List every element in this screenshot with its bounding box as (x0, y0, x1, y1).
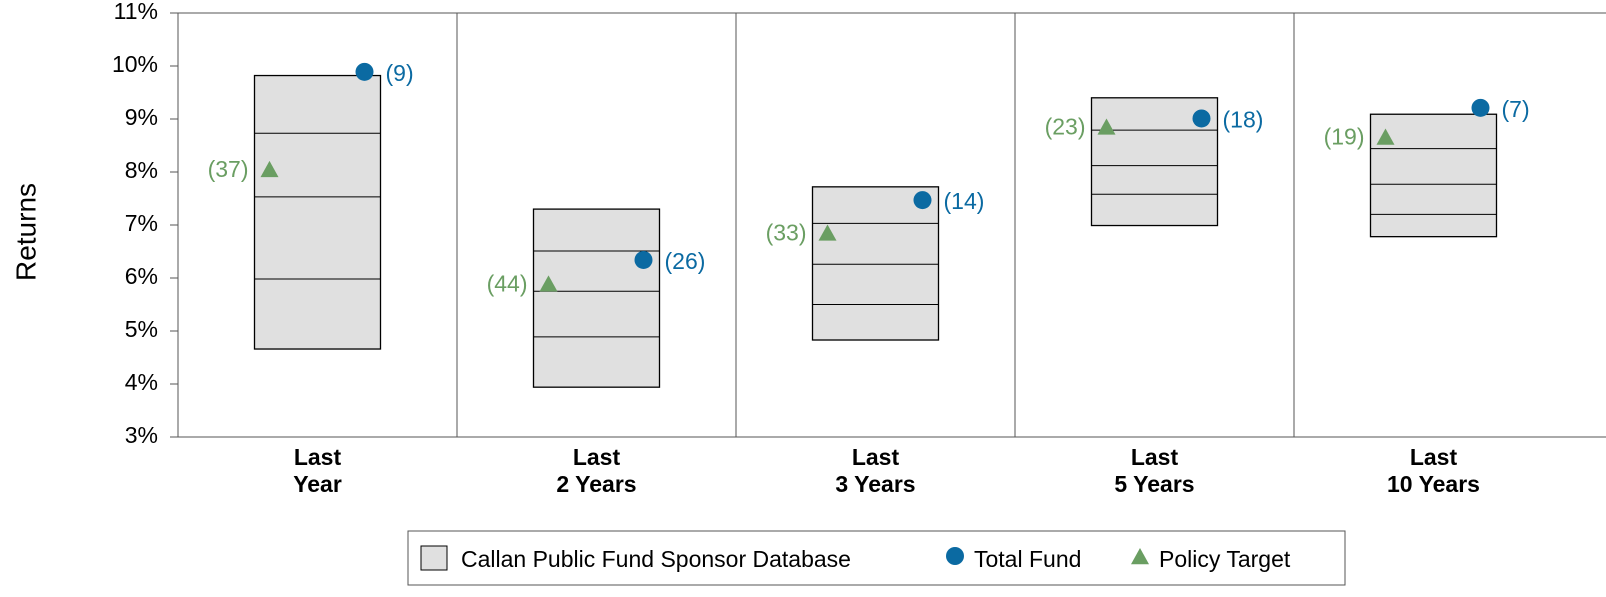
y-tick-label: 8% (125, 157, 158, 183)
box (811, 186, 940, 341)
total-fund-dot (913, 191, 932, 210)
total-fund-dot (355, 62, 374, 81)
y-tick-label: 4% (125, 369, 158, 395)
legend-triangle (1131, 548, 1149, 565)
total-fund-dot (1192, 109, 1211, 128)
y-tick-label: 3% (125, 422, 158, 448)
legend-label: Total Fund (974, 546, 1081, 572)
y-axis-label: Returns (10, 183, 41, 281)
x-tick-line: Last (573, 444, 621, 470)
policy-target-marker (260, 160, 279, 178)
value-label: (26) (665, 248, 706, 274)
value-label: (9) (386, 60, 414, 86)
value-label: (37) (208, 156, 249, 182)
x-tick-line: 3 Years (835, 471, 915, 497)
y-tick-label: 7% (125, 210, 158, 236)
x-tick-line: Last (852, 444, 900, 470)
x-tick-label: Last 2 Years (556, 444, 636, 497)
x-tick-label: Last 3 Years (835, 444, 915, 497)
value-label: (14) (944, 188, 985, 214)
box (253, 74, 382, 350)
y-tick-label: 11% (114, 0, 158, 24)
value-label: (19) (1324, 124, 1365, 150)
value-label: (44) (487, 270, 528, 296)
value-label: (7) (1502, 96, 1530, 122)
policy-target-marker (1376, 128, 1395, 145)
total-fund-dot (1471, 98, 1490, 117)
legend-label: Policy Target (1159, 546, 1291, 572)
y-tick-label: 10% (112, 51, 158, 77)
x-tick-line: 5 Years (1114, 471, 1194, 497)
y-tick-label: 6% (125, 263, 158, 289)
box (1369, 113, 1498, 238)
x-tick-line: Last (294, 444, 342, 470)
policy-target-marker (818, 224, 837, 241)
total-fund-dot (634, 250, 653, 269)
x-tick-line: 10 Years (1387, 471, 1480, 497)
legend-frame (407, 530, 1346, 586)
legend-label: Callan Public Fund Sponsor Database (461, 546, 851, 572)
x-tick-line: Last (1131, 444, 1179, 470)
value-label: (23) (1045, 114, 1086, 140)
policy-target-marker (539, 275, 558, 292)
box (532, 208, 661, 388)
x-tick-line: Last (1410, 444, 1458, 470)
value-label: (18) (1223, 107, 1264, 133)
x-tick-line: 2 Years (556, 471, 636, 497)
x-tick-line: Year (293, 471, 342, 497)
y-tick-label: 9% (125, 104, 158, 130)
y-tick-label: 5% (125, 316, 158, 342)
x-tick-label: Last 10 Years (1387, 444, 1480, 497)
x-tick-label: Last Year (293, 444, 342, 497)
legend-dot (946, 547, 964, 565)
legend-swatch (420, 545, 448, 571)
x-tick-label: Last 5 Years (1114, 444, 1194, 497)
policy-target-marker (1097, 118, 1116, 135)
value-label: (33) (766, 220, 807, 246)
